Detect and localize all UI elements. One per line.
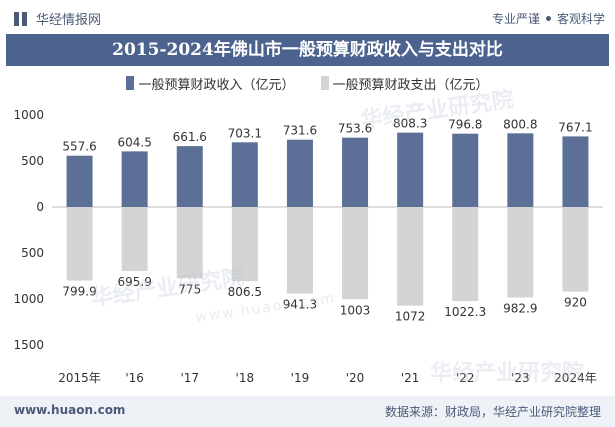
bar-expense (452, 207, 479, 302)
data-label-income: 703.1 (228, 126, 262, 140)
x-tick-label: 2015年 (58, 371, 101, 385)
brand-name: 华经情报网 (36, 13, 102, 28)
data-label-income: 808.3 (393, 117, 427, 131)
footer: www.huaon.com 数据来源：财政局，华经产业研究院整理 (0, 396, 615, 427)
bar-expense (397, 207, 424, 306)
chart-title: 2015-2024年佛山市一般预算财政收入与支出对比 (112, 40, 503, 60)
data-label-expense: 775 (178, 282, 201, 296)
x-tick-label: '21 (401, 371, 420, 385)
y-tick-label: 500 (21, 246, 44, 260)
bar-expense (176, 207, 203, 279)
data-label-income: 796.8 (448, 118, 482, 132)
x-tick-label: '18 (236, 371, 255, 385)
data-label-income: 767.1 (558, 120, 592, 134)
y-tick-label: 500 (21, 154, 44, 168)
data-label-expense: 1003 (340, 303, 371, 317)
bar-expense (562, 207, 589, 292)
data-label-income: 557.6 (62, 140, 96, 154)
bar-income (286, 139, 313, 207)
bar-expense (286, 207, 313, 294)
x-tick-label: '17 (180, 371, 199, 385)
bar-income (231, 142, 258, 207)
data-label-expense: 982.9 (503, 301, 537, 315)
legend-swatch-income (126, 76, 135, 90)
data-label-expense: 920 (564, 296, 587, 310)
data-label-expense: 799.9 (62, 285, 96, 299)
y-tick-label: 1000 (13, 292, 44, 306)
bullet-icon (545, 16, 551, 21)
x-tick-label: 2024年 (554, 371, 597, 385)
x-tick-label: '16 (125, 371, 144, 385)
top-bar: 华经情报网 专业严谨 客观科学 (0, 0, 615, 34)
slogan: 专业严谨 客观科学 (492, 10, 605, 27)
data-label-expense: 1022.3 (444, 305, 486, 319)
data-label-expense: 1072 (395, 310, 426, 324)
bar-income (121, 151, 148, 207)
legend-label-income: 一般预算财政收入（亿元） (138, 77, 295, 93)
chart-title-bar: 2015-2024年佛山市一般预算财政收入与支出对比 (6, 34, 609, 66)
data-label-income: 731.6 (283, 124, 317, 138)
brand[interactable]: 华经情报网 (14, 9, 101, 28)
y-tick-label: 1000 (13, 108, 44, 122)
legend-item-expense: 一般预算财政支出（亿元） (320, 73, 489, 93)
y-tick-label: 0 (36, 200, 44, 214)
footer-source: 数据来源：财政局，华经产业研究院整理 (384, 405, 601, 419)
bar-income (507, 133, 534, 207)
bar-expense (121, 207, 148, 272)
data-label-income: 604.5 (117, 135, 151, 149)
y-tick-label: 1500 (13, 338, 44, 352)
bar-expense (66, 207, 93, 281)
bar-expense (342, 207, 369, 300)
data-label-income: 800.8 (503, 117, 537, 131)
bar-income (397, 132, 424, 207)
data-label-expense: 806.5 (228, 285, 262, 299)
data-label-expense: 695.9 (117, 275, 151, 289)
legend-swatch-expense (320, 76, 329, 90)
footer-website-link[interactable]: www.huaon.com (14, 403, 126, 417)
data-label-income: 753.6 (338, 122, 372, 136)
bar-expense (231, 207, 258, 282)
bar-income (562, 136, 589, 207)
data-label-income: 661.6 (173, 130, 207, 144)
bar-income (452, 133, 479, 207)
x-tick-label: '19 (291, 371, 310, 385)
bar-expense (507, 207, 534, 298)
bar-chart: 1000 500 0 500 1000 1500 557.6 799.9 2015年 604.5 6… (13, 108, 603, 385)
chart-legend: 一般预算财政收入（亿元） 一般预算财政支出（亿元） (0, 73, 615, 93)
bar-income (176, 146, 203, 207)
x-tick-label: '23 (511, 371, 530, 385)
brand-logo-icon (14, 11, 30, 26)
slogan-left: 专业严谨 (491, 12, 540, 26)
x-tick-label: '22 (456, 371, 475, 385)
x-tick-label: '20 (346, 371, 365, 385)
legend-item-income: 一般预算财政收入（亿元） (126, 73, 295, 93)
bar-income (342, 137, 369, 207)
bar-income (66, 155, 93, 207)
data-label-expense: 941.3 (283, 298, 317, 312)
legend-label-expense: 一般预算财政支出（亿元） (332, 77, 489, 93)
slogan-right: 客观科学 (556, 12, 605, 26)
